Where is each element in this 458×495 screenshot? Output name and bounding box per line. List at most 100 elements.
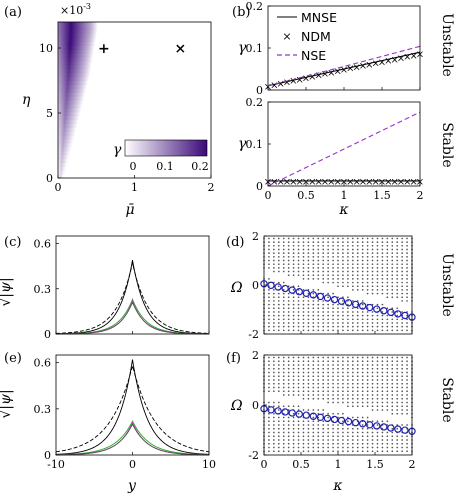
heatmap-row	[58, 76, 89, 82]
panel-d-continuum-point	[302, 322, 305, 324]
panel-f-continuum-point	[366, 394, 369, 396]
panel-f-eigenvalue	[401, 426, 409, 434]
panel-d-continuum-point	[332, 314, 334, 317]
panel-d-continuum-point	[332, 263, 334, 266]
panel-f-continuum-point	[351, 390, 354, 393]
panel-f-continuum-point	[322, 375, 325, 378]
colorbar	[124, 139, 208, 157]
panel-b-top-ndm-point: ×	[378, 57, 386, 68]
panel-f-continuum-point	[332, 371, 334, 374]
panel-f-continuum-point	[277, 405, 280, 408]
panel-d-continuum-point	[282, 267, 285, 269]
panel-d-continuum-point	[347, 241, 349, 243]
panel-d-continuum-point	[302, 278, 305, 280]
panel-f-continuum-point	[307, 367, 310, 370]
panel-f-continuum-point	[396, 367, 399, 370]
panel-f-continuum-point	[347, 364, 349, 366]
panel-f-continuum-point	[376, 424, 379, 426]
panel-f-continuum-point	[347, 356, 349, 359]
panel-d-continuum-point	[376, 278, 379, 280]
panel-d-continuum-point	[297, 307, 300, 310]
panel-d-continuum-point	[376, 314, 379, 317]
panel-d-continuum-point	[361, 311, 364, 313]
panel-f-eigenvalue	[302, 411, 310, 419]
panel-d-continuum-point	[376, 255, 379, 258]
panel-d-continuum-point	[277, 237, 280, 240]
panel-f-continuum-point	[312, 367, 315, 370]
panel-d-continuum-point	[292, 318, 295, 321]
panel-f-continuum-point	[386, 375, 389, 378]
panel-f-continuum-point	[391, 394, 394, 396]
panel-d-continuum-point	[401, 322, 403, 324]
panel-d-continuum-point	[268, 311, 270, 313]
heatmap-row	[58, 162, 68, 167]
panel-d-continuum-point	[287, 300, 290, 302]
panel-d-continuum-point	[317, 300, 320, 302]
panel-f-continuum-point	[327, 356, 329, 359]
panel-f-continuum-point	[268, 450, 270, 453]
panel-f-continuum-point	[401, 356, 403, 359]
panel-f-continuum-point	[297, 371, 300, 374]
panel-b-bottom-ndm-point: ×	[321, 177, 329, 188]
panel-f-xtick-0: 0	[261, 458, 268, 471]
panel-d-continuum-point	[401, 263, 403, 266]
panel-d-continuum-point	[327, 329, 329, 332]
panel-f-continuum-point	[327, 435, 329, 438]
panel-f-continuum-point	[351, 367, 354, 370]
heatmap-row	[58, 92, 86, 97]
panel-f-continuum-point	[371, 446, 374, 449]
panel-f-continuum-point	[391, 427, 394, 430]
panel-f-continuum-point	[366, 401, 369, 404]
panel-f-continuum-point	[356, 382, 359, 385]
panel-f-continuum-point	[381, 446, 384, 449]
panel-d-continuum-point	[366, 325, 369, 328]
panel-f-continuum-point	[391, 375, 394, 378]
panel-d-continuum-point	[287, 263, 290, 266]
panel-d-continuum-point	[406, 285, 408, 288]
panel-d-continuum-point	[327, 252, 329, 254]
panel-d-continuum-point	[406, 267, 408, 269]
panel-f-continuum-point	[391, 435, 394, 438]
panel-f-continuum-point	[297, 424, 300, 426]
panel-d-continuum-point	[401, 259, 403, 262]
panel-f-continuum-point	[312, 431, 315, 434]
panel-f-continuum-point	[406, 439, 408, 441]
panel-a-ytick-0: 0	[46, 172, 53, 185]
panel-f-ytick-0: -2	[248, 449, 259, 462]
panel-f-continuum-point	[327, 386, 329, 389]
panel-d-continuum-point	[386, 244, 389, 247]
panel-b-top-ndm-point: ×	[327, 68, 335, 79]
panel-f-continuum-point	[347, 379, 349, 381]
panel-f-continuum-point	[327, 439, 329, 441]
panel-d-continuum-point	[381, 259, 384, 262]
panel-d-continuum-point	[292, 322, 295, 324]
panel-d-continuum-point	[337, 267, 339, 269]
panel-b-bottom-ndm-point: ×	[352, 177, 360, 188]
panel-d-continuum-point	[396, 329, 399, 332]
panel-d-continuum-point	[332, 318, 334, 321]
panel-d-eigenvalue	[302, 289, 310, 297]
panel-c-profile-1	[55, 263, 210, 334]
panel-f-continuum-point	[386, 382, 389, 385]
panel-f-continuum-point	[361, 356, 364, 359]
panel-f-continuum-point	[307, 371, 310, 374]
panel-f-continuum-point	[386, 364, 389, 366]
panel-d-continuum-point	[396, 237, 399, 240]
panel-f-continuum-point	[307, 397, 310, 400]
panel-f-continuum-point	[312, 371, 315, 374]
panel-f-continuum-point	[312, 424, 315, 426]
panel-d-continuum-point	[351, 248, 354, 251]
panel-d-continuum-point	[317, 244, 320, 247]
panel-f-continuum-point	[332, 424, 334, 426]
panel-f-continuum-point	[322, 427, 325, 430]
panel-d-continuum-point	[307, 274, 310, 277]
panel-d-continuum-point	[361, 274, 364, 277]
panel-f-continuum-point	[337, 401, 339, 404]
panel-d-continuum-point	[347, 244, 349, 247]
panel-d-continuum-point	[386, 285, 389, 288]
panel-f-continuum-point	[376, 382, 379, 385]
panel-f-continuum-point	[327, 431, 329, 434]
panel-d-continuum-point	[361, 259, 364, 262]
panel-d-continuum-point	[396, 307, 399, 310]
panel-d-eigenvalue	[394, 310, 402, 318]
